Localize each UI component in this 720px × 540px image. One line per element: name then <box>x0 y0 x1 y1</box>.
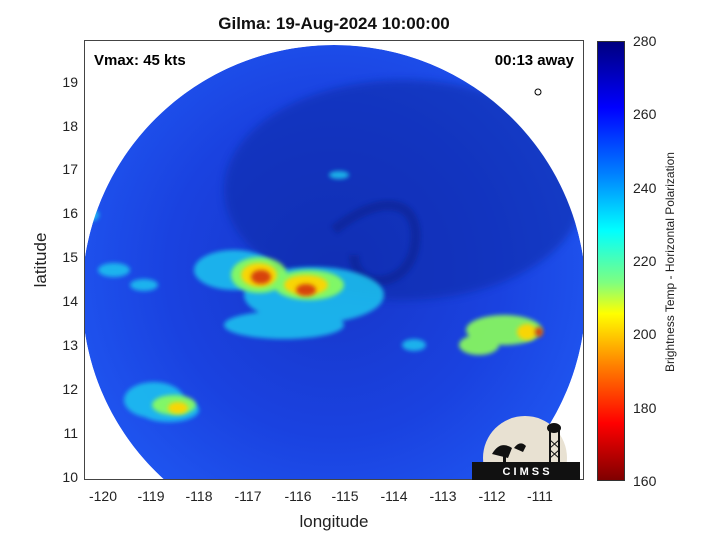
xtick-label: -115 <box>331 488 359 504</box>
ytick-label: 15 <box>62 249 78 265</box>
ytick-label: 13 <box>62 337 78 353</box>
y-axis-label: latitude <box>31 232 50 288</box>
logo-band <box>472 462 580 480</box>
cold-band <box>224 80 584 300</box>
xtick-label: -117 <box>234 488 262 504</box>
xtick-label: -120 <box>88 488 118 504</box>
xtick-label: -118 <box>185 488 213 504</box>
ytick-label: 10 <box>62 469 78 485</box>
brightness-temp-swath <box>84 40 584 480</box>
island-outline <box>534 88 542 96</box>
colorbar <box>597 41 625 481</box>
colorbar-tick: 160 <box>633 473 657 489</box>
colorbar-label: Brightness Temp - Horizontal Polarizatio… <box>663 152 677 372</box>
logo-text: C I M S S <box>502 466 549 478</box>
ytick-label: 17 <box>62 161 78 177</box>
outside-swath-mask <box>84 40 584 480</box>
vmax-label: Vmax: 45 kts <box>94 52 186 69</box>
ytick-label: 14 <box>62 293 78 309</box>
map-title: Gilma: 19-Aug-2024 10:00:00 <box>218 14 450 33</box>
xtick-label: -113 <box>429 488 457 504</box>
cold-cloud-tops-red <box>251 270 543 337</box>
colorbar-tick: 260 <box>633 106 657 122</box>
ytick-label: 18 <box>62 118 78 134</box>
xtick-label: -114 <box>380 488 408 504</box>
time-away-label: 00:13 away <box>494 52 574 69</box>
ytick-label: 11 <box>63 425 78 441</box>
colorbar-tick: 280 <box>633 33 657 49</box>
ytick-label: 19 <box>62 74 78 90</box>
colorbar-tick: 180 <box>633 400 657 416</box>
colorbar-tick: 200 <box>633 326 657 342</box>
xtick-label: -119 <box>137 488 165 504</box>
logo-tower-icon <box>547 423 561 462</box>
ytick-label: 16 <box>62 205 78 221</box>
ytick-label: 12 <box>62 381 78 397</box>
x-axis-label: longitude <box>299 512 369 531</box>
cimss-logo: C I M S S <box>470 410 580 500</box>
map-plot-area[interactable] <box>84 40 584 480</box>
xtick-label: -111 <box>527 488 553 504</box>
xtick-label: -112 <box>478 488 506 504</box>
xtick-label: -116 <box>284 488 312 504</box>
colorbar-tick: 220 <box>633 253 657 269</box>
logo-dish-icon <box>492 443 526 464</box>
colorbar-tick: 240 <box>633 180 657 196</box>
